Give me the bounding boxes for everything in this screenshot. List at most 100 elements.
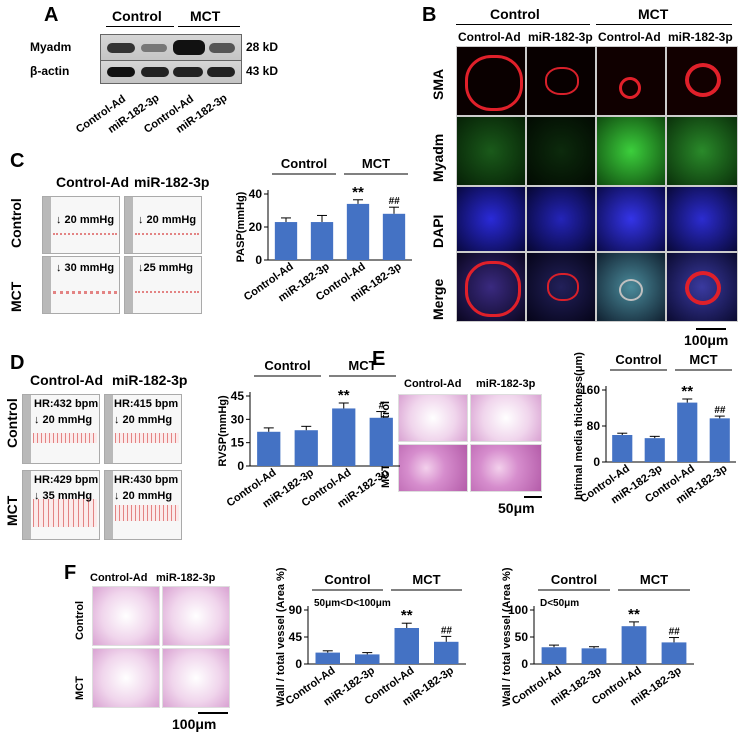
bar	[346, 203, 370, 260]
panel-d-hr-2: HR:415 bpm	[114, 398, 179, 410]
y-tick-label: 40	[249, 187, 263, 201]
panel-b-scale-bar	[696, 328, 726, 330]
panel-a-control-header: Control	[112, 8, 162, 24]
size-28kd: 28 kD	[246, 40, 279, 54]
panel-a-mct-line	[178, 26, 240, 27]
y-tick-label: 0	[521, 657, 528, 671]
trace-box	[22, 394, 100, 464]
panel-d-col-1: Control-Ad	[30, 372, 104, 388]
y-tick-label: 80	[587, 419, 601, 433]
bar	[434, 641, 459, 664]
trace-box	[22, 470, 100, 540]
significance-mark: **	[681, 383, 693, 400]
bar	[332, 408, 356, 466]
y-tick-label: 0	[255, 253, 262, 267]
bar	[709, 418, 730, 462]
if-tile	[596, 186, 666, 252]
group-header: Control	[551, 572, 597, 587]
if-tile	[526, 252, 596, 322]
if-tile	[526, 46, 596, 116]
y-tick-label: 15	[231, 436, 245, 450]
if-tile	[456, 116, 526, 186]
y-tick-label: 45	[289, 630, 303, 644]
y-tick-label: 0	[295, 657, 302, 671]
if-tile	[526, 116, 596, 186]
bar	[677, 402, 698, 462]
panel-d-trace-3: ↓ 35 mmHg	[34, 490, 93, 502]
significance-mark: ##	[441, 625, 453, 636]
panel-d-trace-4: ↓ 20 mmHg	[114, 490, 173, 502]
y-tick-label: 20	[249, 220, 263, 234]
panel-c-col-2: miR-182-3p	[134, 174, 210, 190]
chart-note: D<50μm	[540, 598, 579, 609]
if-tile	[666, 252, 738, 322]
if-tile	[666, 186, 738, 252]
size-43kd: 43 kD	[246, 64, 279, 78]
panel-b-label: B	[422, 4, 437, 26]
group-header: Control	[264, 358, 310, 373]
panel-b-scale-label: 100μm	[684, 332, 729, 348]
trace-box	[104, 394, 182, 464]
panel-a-label: A	[44, 4, 59, 26]
significance-mark: **	[352, 184, 364, 201]
panel-d-trace-2: ↓ 20 mmHg	[114, 414, 173, 426]
group-header: MCT	[640, 572, 668, 587]
panel-f-row-control: Control	[74, 600, 86, 640]
y-axis-label: Wall / total vessel (Area %)	[501, 567, 513, 706]
group-header: Control	[615, 352, 661, 367]
panel-c-trace-2: ↓ 20 mmHg	[138, 214, 197, 226]
significance-mark: ##	[714, 405, 726, 416]
group-header: MCT	[412, 572, 440, 587]
bar	[541, 647, 567, 664]
bar	[369, 417, 393, 466]
y-tick-label: 30	[231, 412, 245, 426]
y-axis-label: RVSP(mmHg)	[217, 395, 229, 467]
if-grid	[456, 46, 738, 322]
group-header: MCT	[348, 358, 376, 373]
chart-d: Control MCT0153045RVSP(mmHg)Control-AdmiR…	[217, 358, 400, 510]
panel-f-row-mct: MCT	[74, 676, 86, 700]
panel-d-row-mct: MCT	[4, 495, 20, 526]
if-tile	[596, 116, 666, 186]
group-header: Control	[324, 572, 370, 587]
panel-c-label: C	[10, 150, 25, 172]
panel-e-scale-bar	[524, 496, 542, 498]
panel-e-scale-label: 50μm	[498, 500, 535, 516]
group-header: Control	[281, 156, 327, 171]
y-tick-label: 160	[580, 383, 600, 397]
panel-d-trace-1: ↓ 20 mmHg	[34, 414, 93, 426]
panel-a-control-line	[106, 26, 174, 27]
panel-b-mct-line	[596, 24, 732, 25]
y-tick-label: 0	[237, 459, 244, 473]
bar	[382, 213, 406, 260]
significance-mark: ##	[388, 196, 400, 207]
if-tile	[666, 46, 738, 116]
panel-b-col-2: miR-182-3p	[528, 30, 593, 44]
panel-b-control-line	[456, 24, 590, 25]
if-tile	[456, 186, 526, 252]
panel-e-col-2: miR-182-3p	[476, 378, 536, 390]
y-tick-label: 90	[289, 603, 303, 617]
y-tick-label: 0	[593, 455, 600, 469]
trace-box	[124, 256, 202, 314]
trace-box	[124, 196, 202, 254]
panel-d-row-control: Control	[4, 398, 20, 448]
panel-c-col-1: Control-Ad	[56, 174, 130, 190]
panel-c-trace-1: ↓ 20 mmHg	[56, 214, 115, 226]
significance-mark: **	[401, 607, 413, 624]
panel-c-row-control: Control	[8, 198, 24, 248]
panel-b-row-myadm: Myadm	[430, 133, 446, 182]
y-axis-label: Intimal media thickness(μm)	[573, 352, 585, 500]
if-tile	[596, 252, 666, 322]
bar	[257, 431, 281, 466]
panel-d-hr-1: HR:432 bpm	[34, 398, 99, 410]
bar	[294, 430, 318, 466]
panel-e-label: E	[372, 348, 386, 370]
if-tile	[666, 116, 738, 186]
histology-tile	[398, 394, 468, 442]
histology-tile	[162, 648, 230, 708]
histology-tile	[470, 444, 542, 492]
bar	[661, 642, 687, 664]
